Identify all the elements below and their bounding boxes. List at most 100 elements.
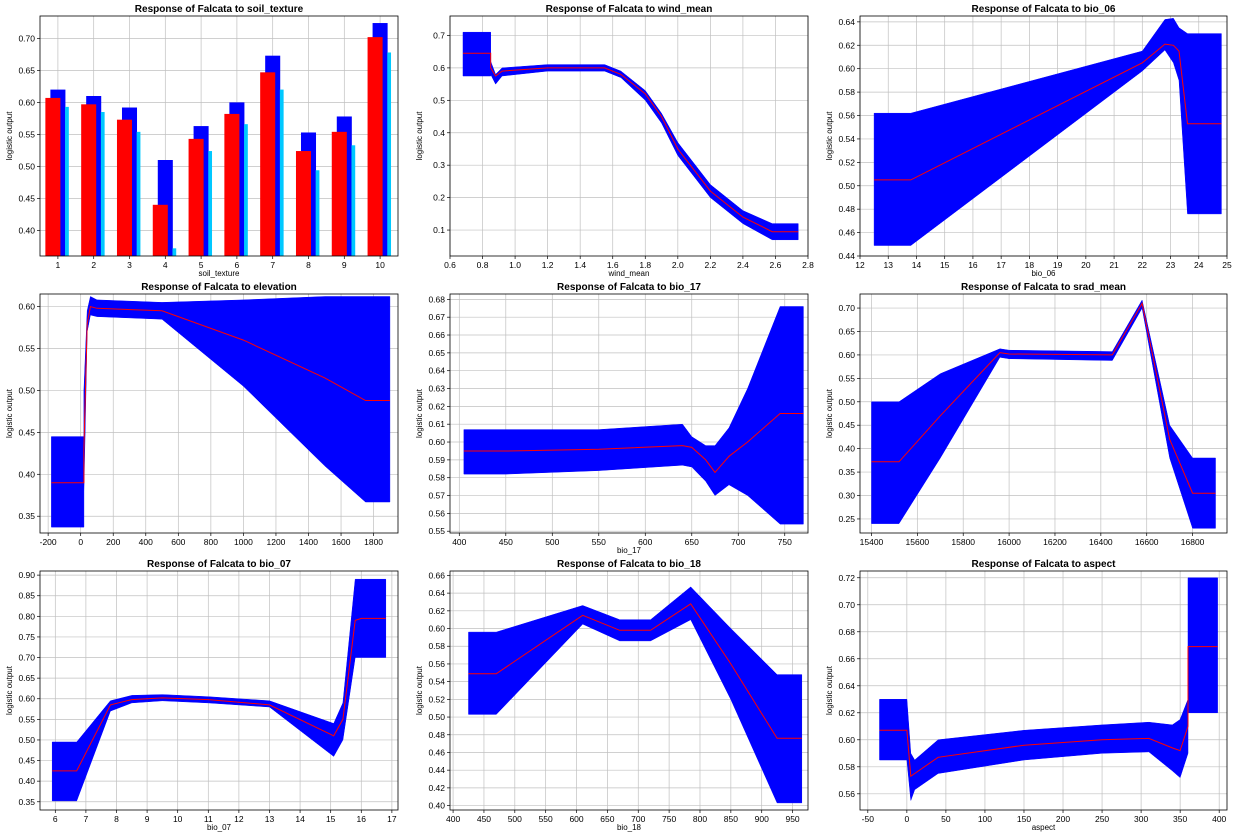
y-tick-label: 0.85: [18, 591, 35, 601]
bar-lower-8: [315, 170, 320, 256]
y-tick-label: 0.60: [18, 694, 35, 704]
x-tick-label: 3: [127, 260, 132, 270]
y-tick-label: 0.70: [18, 33, 35, 43]
y-tick-label: 0.44: [838, 251, 855, 261]
x-tick-label: 2.4: [737, 260, 749, 270]
y-tick-label: 0.50: [838, 397, 855, 407]
y-tick-label: 0.48: [838, 204, 855, 214]
x-tick-label: 550: [592, 537, 606, 547]
x-tick-label: 2.0: [672, 260, 684, 270]
y-tick-label: 0.62: [428, 606, 445, 616]
x-tick-label: 100: [978, 814, 992, 824]
y-tick-label: 0.50: [428, 712, 445, 722]
y-tick-label: 0.66: [428, 330, 445, 340]
mean-response-line: [463, 52, 799, 233]
x-tick-label: 650: [685, 537, 699, 547]
axes-frame: [859, 570, 1228, 811]
x-tick-label: 5: [199, 260, 204, 270]
x-tick-label: 24: [1194, 260, 1204, 270]
x-tick-label: 800: [693, 814, 707, 824]
y-tick-label: 0.58: [428, 641, 445, 651]
y-tick-label: 0.5: [433, 95, 445, 105]
y-tick-label: 0.56: [428, 659, 445, 669]
x-axis-label: bio_06: [1031, 269, 1056, 278]
x-tick-label: 0: [78, 537, 83, 547]
chart-svg: 0.1 0.2 0.3 0.4 0.5 0.6 0.7 0.6 0.8 1.0 1.2 1.4 1.6 1…: [415, 4, 814, 278]
y-tick-label: 0.52: [838, 157, 855, 167]
y-tick-label: 0.60: [428, 437, 445, 447]
x-tick-label: 15800: [951, 537, 975, 547]
confidence-band: [879, 577, 1218, 801]
x-tick-label: -200: [40, 537, 57, 547]
y-tick-label: 0.56: [428, 508, 445, 518]
x-axis-label: aspect: [1032, 823, 1056, 832]
bar-mean-6: [224, 113, 240, 256]
x-tick-label: 1.0: [509, 260, 521, 270]
x-tick-label: 600: [569, 814, 583, 824]
x-tick-label: 25: [1222, 260, 1232, 270]
y-tick-label: 0.42: [428, 783, 445, 793]
axes-frame: [449, 15, 809, 257]
x-tick-label: 6: [235, 260, 240, 270]
chart-svg: 0.56 0.58 0.60 0.62 0.64 0.66 0.68 0.70 0.72 -50 0…: [825, 559, 1228, 832]
chart-panel-3: 0.44 0.46 0.48 0.50 0.52 0.54 0.56 0.58 0.60 0.62…: [820, 0, 1239, 278]
y-tick-label: 0.60: [18, 302, 35, 312]
x-tick-label: 1.4: [574, 260, 586, 270]
y-tick-label: 0.3: [433, 160, 445, 170]
x-tick-label: 500: [508, 814, 522, 824]
y-axis-label: logistic output: [825, 665, 834, 715]
bar-lower-1: [65, 106, 69, 256]
y-tick-label: 0.61: [428, 419, 445, 429]
x-tick-label: 800: [204, 537, 218, 547]
axes-frame: [39, 570, 399, 811]
y-tick-label: 0.50: [18, 161, 35, 171]
x-tick-label: 2.6: [770, 260, 782, 270]
axes-frame: [449, 570, 809, 811]
y-tick-label: 0.45: [18, 756, 35, 766]
chart-panel-2: 0.1 0.2 0.3 0.4 0.5 0.6 0.7 0.6 0.8 1.0 1.2 1.4 1.6 1…: [410, 0, 820, 278]
x-tick-label: 1.6: [607, 260, 619, 270]
x-tick-label: 700: [731, 537, 745, 547]
mean-response-line: [468, 603, 802, 739]
mean-response-line: [871, 302, 1216, 494]
x-tick-label: 8: [306, 260, 311, 270]
chart-panel-5: 0.55 0.56 0.57 0.58 0.59 0.60 0.61 0.62 0.63 0.64…: [410, 278, 820, 555]
y-tick-label: 0.64: [428, 588, 445, 598]
y-tick-label: 0.62: [838, 708, 855, 718]
chart-panel-6: 0.25 0.30 0.35 0.40 0.45 0.50 0.55 0.60 0.65 0.70…: [820, 278, 1239, 555]
x-tick-label: 900: [755, 814, 769, 824]
x-tick-label: 750: [662, 814, 676, 824]
x-tick-label: 23: [1166, 260, 1176, 270]
x-tick-label: 16000: [997, 537, 1021, 547]
x-axis-label: bio_07: [207, 823, 232, 832]
y-axis-label: logistic output: [825, 388, 834, 438]
x-tick-label: 22: [1138, 260, 1148, 270]
chart-svg: 0.35 0.40 0.45 0.50 0.55 0.60 -200 0 200 400 600 80…: [5, 282, 399, 547]
y-tick-label: 0.52: [428, 694, 445, 704]
y-tick-label: 0.50: [838, 181, 855, 191]
x-tick-label: 550: [539, 814, 553, 824]
x-tick-label: 50: [941, 814, 951, 824]
y-tick-label: 0.70: [838, 303, 855, 313]
chart-title: Response of Falcata to bio_06: [972, 4, 1116, 15]
x-tick-label: 350: [1173, 814, 1187, 824]
x-tick-label: 400: [452, 537, 466, 547]
chart-svg: 0.35 0.40 0.45 0.50 0.55 0.60 0.65 0.70 0.75 0.80…: [5, 559, 399, 832]
y-tick-label: 0.58: [838, 762, 855, 772]
x-tick-label: 17: [387, 814, 397, 824]
axes-frame: [449, 293, 809, 534]
y-axis-label: logistic output: [415, 388, 424, 438]
bar-mean-9: [331, 131, 347, 256]
y-tick-label: 0.80: [18, 611, 35, 621]
chart-title: Response of Falcata to aspect: [972, 559, 1117, 570]
x-tick-label: 12: [855, 260, 865, 270]
y-tick-label: 0.60: [838, 735, 855, 745]
x-tick-label: 1600: [332, 537, 351, 547]
confidence-band: [51, 578, 387, 802]
y-tick-label: 0.48: [428, 730, 445, 740]
chart-panel-7: 0.35 0.40 0.45 0.50 0.55 0.60 0.65 0.70 0.75 0.80…: [0, 555, 410, 832]
x-tick-label: 4: [163, 260, 168, 270]
y-tick-label: 0.75: [18, 632, 35, 642]
confidence-band: [463, 306, 804, 525]
y-tick-label: 0.50: [18, 385, 35, 395]
